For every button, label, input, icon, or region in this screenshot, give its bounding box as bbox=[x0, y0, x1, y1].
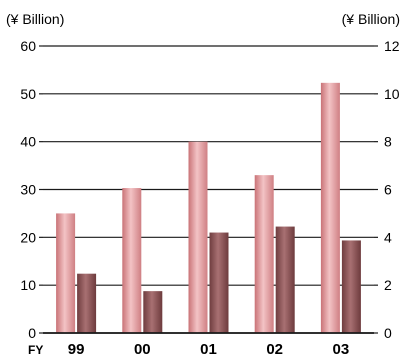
left-tick-label: 40 bbox=[20, 134, 36, 150]
category-label: 01 bbox=[200, 341, 217, 356]
right-tick-label: 6 bbox=[384, 182, 392, 198]
bar-left-axis bbox=[56, 213, 75, 333]
bar-left-axis bbox=[189, 142, 208, 333]
category-label: 03 bbox=[333, 341, 350, 356]
bar-left-axis bbox=[321, 83, 340, 333]
category-label: 02 bbox=[266, 341, 283, 356]
left-axis-ticks: 0 10 20 30 40 50 60 bbox=[20, 38, 36, 341]
left-tick-label: 20 bbox=[20, 229, 36, 245]
right-tick-label: 0 bbox=[384, 325, 392, 341]
bar-right-axis bbox=[77, 274, 96, 333]
left-axis-unit-label: (¥ Billion) bbox=[6, 11, 64, 27]
left-tick-label: 10 bbox=[20, 277, 36, 293]
right-tick-label: 10 bbox=[384, 86, 400, 102]
bar-right-axis bbox=[276, 227, 295, 333]
x-axis-categories: 99 00 01 02 03 bbox=[68, 341, 349, 356]
right-tick-label: 2 bbox=[384, 277, 392, 293]
category-label: 99 bbox=[68, 341, 85, 356]
right-tick-label: 12 bbox=[384, 38, 400, 54]
right-axis-ticks: 0 2 4 6 8 10 12 bbox=[384, 38, 400, 341]
right-tick-label: 8 bbox=[384, 134, 392, 150]
bar-right-axis bbox=[143, 291, 162, 333]
bars bbox=[56, 83, 361, 333]
category-label: 00 bbox=[134, 341, 151, 356]
bar-right-axis bbox=[342, 240, 361, 333]
x-axis-prefix: FY bbox=[28, 343, 43, 356]
bar-left-axis bbox=[122, 188, 141, 333]
right-axis-unit-label: (¥ Billion) bbox=[342, 11, 400, 27]
right-tick-label: 4 bbox=[384, 229, 392, 245]
left-tick-label: 0 bbox=[28, 325, 36, 341]
left-tick-label: 60 bbox=[20, 38, 36, 54]
bar-right-axis bbox=[210, 233, 229, 333]
bar-left-axis bbox=[255, 175, 274, 333]
left-tick-label: 50 bbox=[20, 86, 36, 102]
left-tick-label: 30 bbox=[20, 182, 36, 198]
